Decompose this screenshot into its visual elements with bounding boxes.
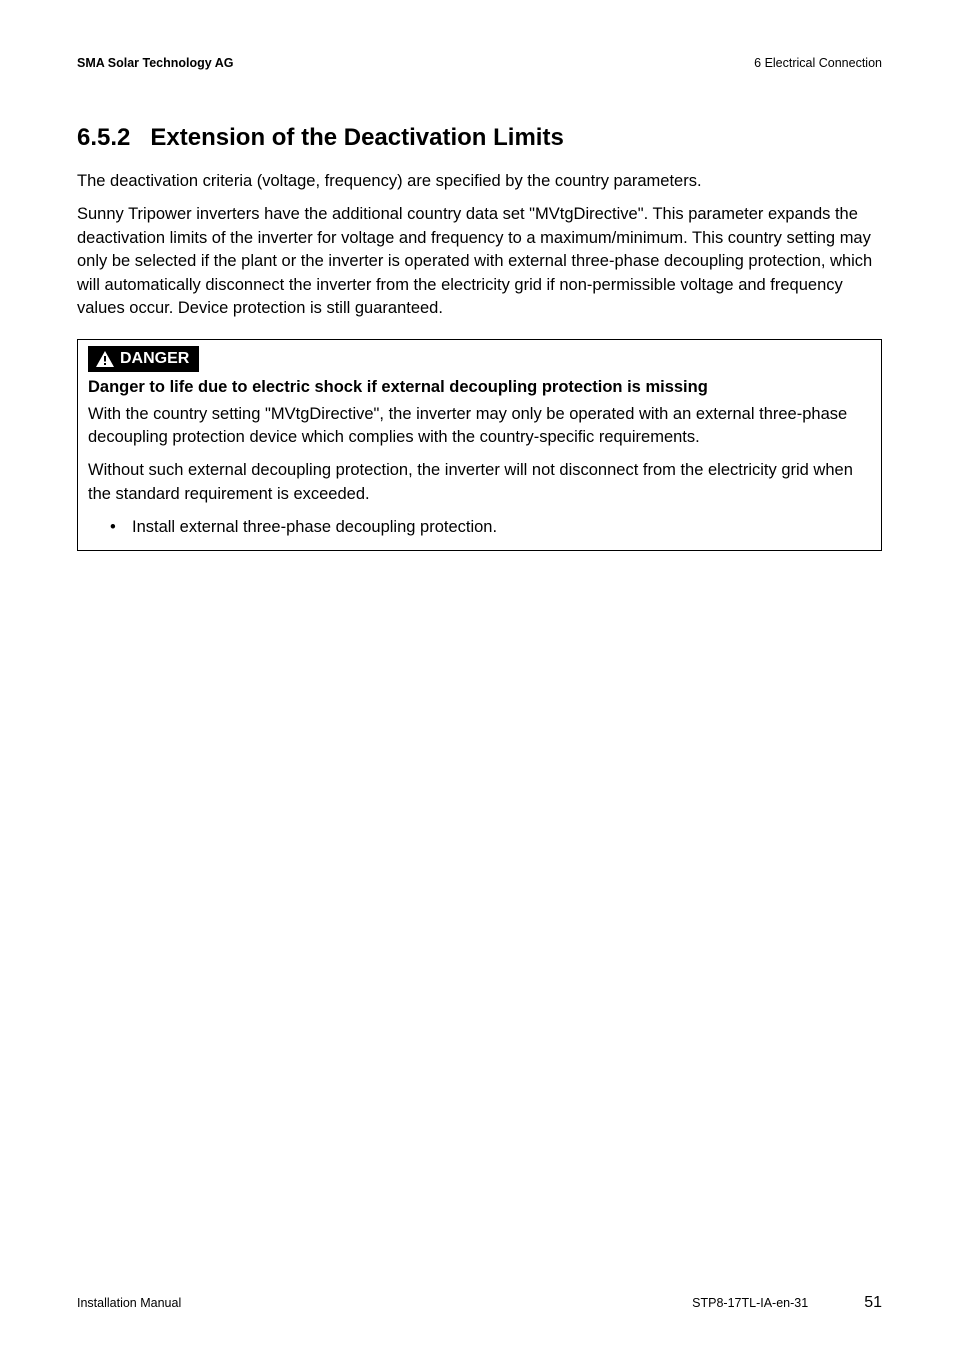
section-title: Extension of the Deactivation Limits (150, 124, 563, 151)
page-footer: Installation Manual STP8-17TL-IA-en-31 5… (77, 1294, 882, 1312)
danger-bullet-text: Install external three-phase decoupling … (132, 516, 497, 539)
danger-bullet-item: • Install external three-phase decouplin… (88, 516, 871, 539)
danger-label-text: DANGER (120, 350, 189, 368)
warning-triangle-icon (96, 351, 114, 367)
bullet-marker: • (110, 516, 132, 539)
footer-doc-type: Installation Manual (77, 1296, 181, 1310)
section-heading: 6.5.2 Extension of the Deactivation Limi… (77, 124, 882, 152)
danger-body: Danger to life due to electric shock if … (78, 378, 881, 550)
header-chapter: 6 Electrical Connection (754, 56, 882, 70)
danger-title: Danger to life due to electric shock if … (88, 378, 871, 397)
intro-paragraph-2: Sunny Tripower inverters have the additi… (77, 203, 882, 320)
section-number: 6.5.2 (77, 124, 130, 151)
danger-paragraph-1: With the country setting "MVtgDirective"… (88, 403, 871, 450)
footer-page-number: 51 (864, 1294, 882, 1312)
footer-doc-id: STP8-17TL-IA-en-31 (692, 1296, 808, 1310)
page-header: SMA Solar Technology AG 6 Electrical Con… (77, 56, 882, 70)
intro-paragraph-1: The deactivation criteria (voltage, freq… (77, 170, 882, 193)
header-company: SMA Solar Technology AG (77, 56, 234, 70)
danger-paragraph-2: Without such external decoupling protect… (88, 459, 871, 506)
danger-box: DANGER Danger to life due to electric sh… (77, 339, 882, 551)
danger-label: DANGER (88, 346, 199, 372)
footer-right-group: STP8-17TL-IA-en-31 51 (692, 1294, 882, 1312)
page-container: SMA Solar Technology AG 6 Electrical Con… (0, 0, 954, 1352)
